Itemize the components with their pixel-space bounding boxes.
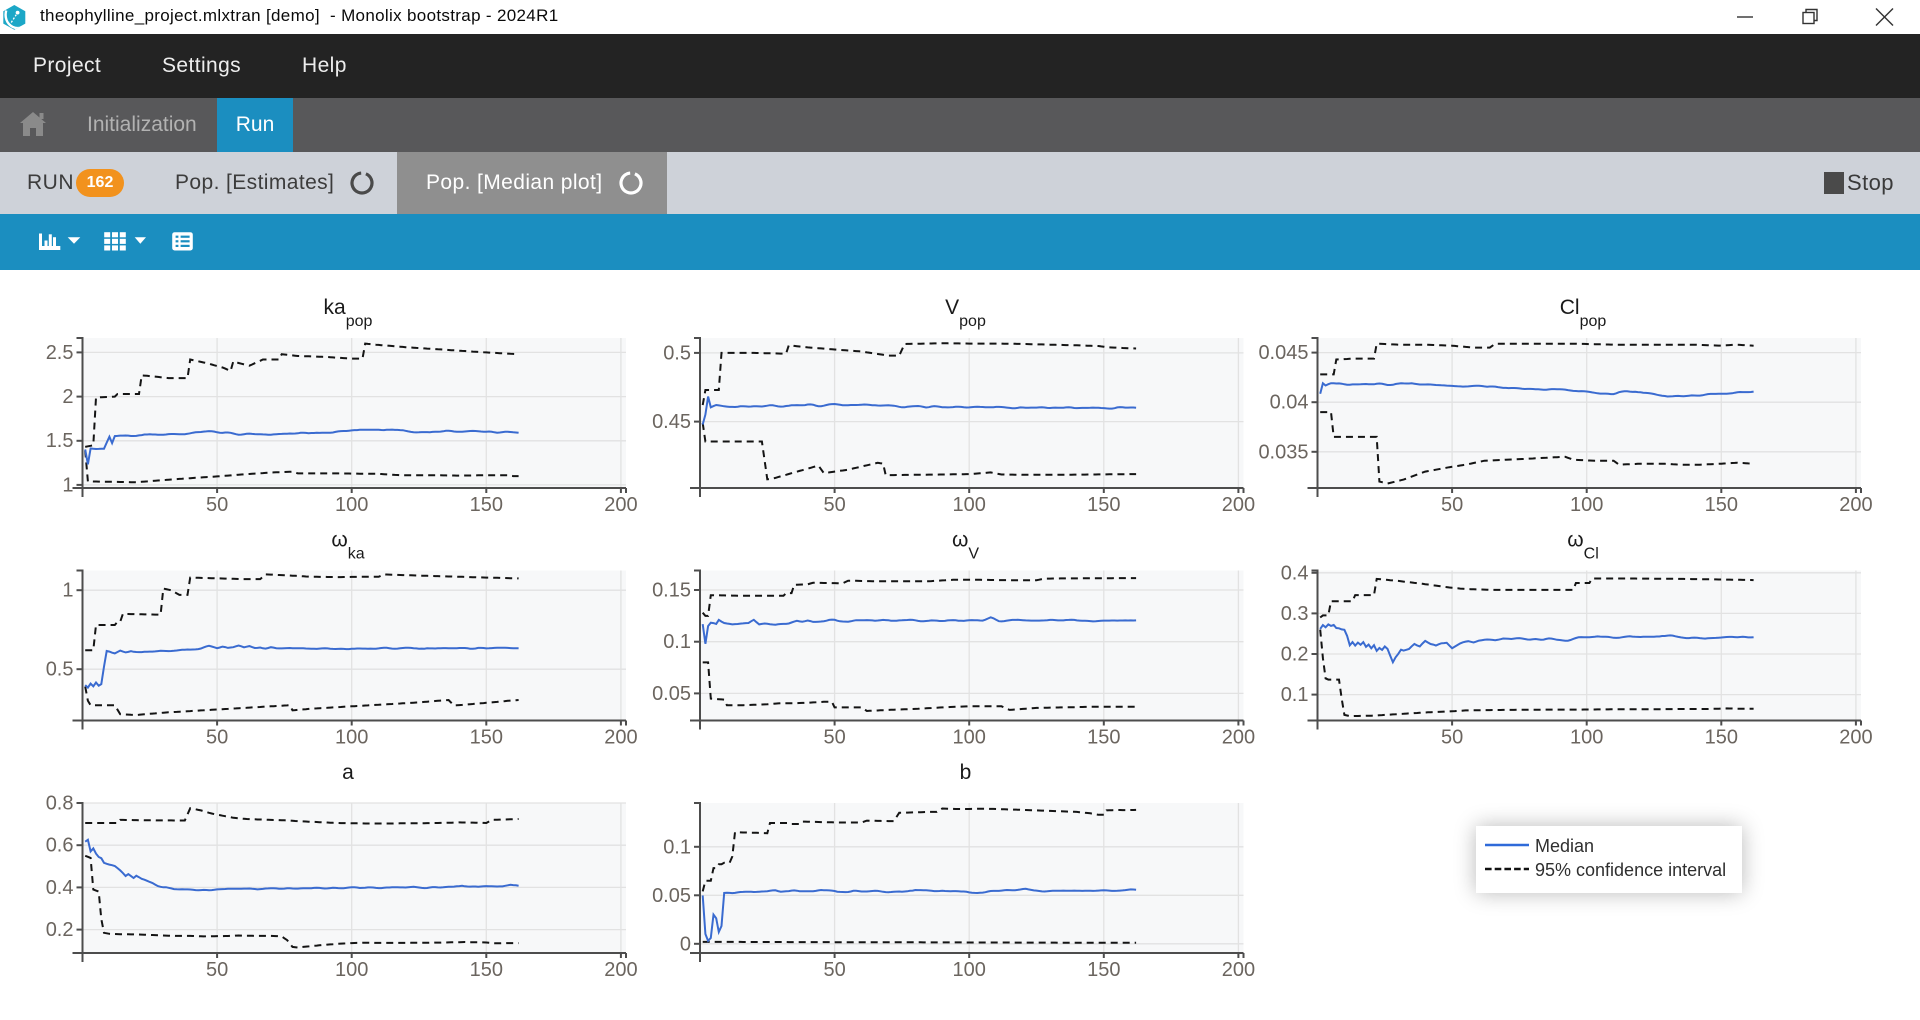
svg-text:50: 50 — [823, 959, 845, 981]
svg-text:200: 200 — [1839, 494, 1872, 516]
svg-text:Vpop: Vpop — [945, 296, 986, 330]
svg-text:1.5: 1.5 — [46, 430, 74, 452]
svg-text:150: 150 — [1087, 494, 1120, 516]
svg-text:0.6: 0.6 — [46, 835, 74, 857]
svg-text:0.15: 0.15 — [652, 580, 691, 602]
svg-text:100: 100 — [953, 959, 986, 981]
svg-text:b: b — [960, 761, 972, 784]
svg-text:2: 2 — [62, 386, 73, 408]
svg-text:0.4: 0.4 — [46, 877, 74, 899]
svg-text:200: 200 — [1222, 494, 1255, 516]
svg-text:100: 100 — [1570, 727, 1603, 749]
svg-text:0.035: 0.035 — [1258, 441, 1308, 463]
svg-text:ωV: ωV — [952, 529, 979, 563]
svg-text:1: 1 — [62, 580, 73, 602]
svg-text:100: 100 — [335, 727, 368, 749]
svg-text:150: 150 — [1087, 727, 1120, 749]
svg-text:100: 100 — [1570, 494, 1603, 516]
svg-text:0.05: 0.05 — [652, 683, 691, 705]
svg-text:0.5: 0.5 — [46, 659, 74, 681]
svg-text:150: 150 — [1705, 494, 1738, 516]
svg-text:100: 100 — [335, 494, 368, 516]
svg-text:150: 150 — [1087, 959, 1120, 981]
svg-text:50: 50 — [1441, 494, 1463, 516]
svg-text:1: 1 — [62, 474, 73, 496]
svg-text:200: 200 — [1839, 727, 1872, 749]
svg-text:0.04: 0.04 — [1270, 392, 1309, 414]
svg-text:0: 0 — [680, 933, 691, 955]
svg-text:100: 100 — [953, 494, 986, 516]
svg-text:200: 200 — [604, 494, 637, 516]
svg-text:50: 50 — [206, 727, 228, 749]
svg-text:200: 200 — [1222, 727, 1255, 749]
svg-text:a: a — [342, 761, 354, 784]
svg-text:50: 50 — [206, 494, 228, 516]
svg-text:150: 150 — [470, 727, 503, 749]
svg-text:50: 50 — [1441, 727, 1463, 749]
svg-text:ωka: ωka — [331, 529, 364, 563]
svg-text:0.1: 0.1 — [663, 631, 691, 653]
svg-text:0.05: 0.05 — [652, 885, 691, 907]
svg-text:0.45: 0.45 — [652, 411, 691, 433]
svg-text:0.3: 0.3 — [1281, 603, 1309, 625]
svg-text:100: 100 — [335, 959, 368, 981]
svg-text:100: 100 — [953, 727, 986, 749]
svg-text:150: 150 — [470, 959, 503, 981]
svg-text:0.8: 0.8 — [46, 793, 74, 815]
svg-text:150: 150 — [1705, 727, 1738, 749]
svg-text:50: 50 — [823, 727, 845, 749]
svg-text:0.2: 0.2 — [1281, 644, 1309, 666]
svg-text:0.1: 0.1 — [663, 836, 691, 858]
svg-text:0.045: 0.045 — [1258, 342, 1308, 364]
svg-text:200: 200 — [1222, 959, 1255, 981]
svg-text:150: 150 — [470, 494, 503, 516]
svg-text:0.5: 0.5 — [663, 342, 691, 364]
svg-text:0.4: 0.4 — [1281, 562, 1309, 584]
svg-text:0.2: 0.2 — [46, 919, 74, 941]
svg-text:200: 200 — [604, 959, 637, 981]
svg-text:Clpop: Clpop — [1560, 296, 1607, 330]
svg-text:200: 200 — [604, 727, 637, 749]
svg-text:50: 50 — [206, 959, 228, 981]
svg-text:0.1: 0.1 — [1281, 684, 1309, 706]
svg-text:50: 50 — [823, 494, 845, 516]
svg-text:kapop: kapop — [324, 296, 373, 330]
svg-text:ωCl: ωCl — [1567, 529, 1599, 563]
svg-text:2.5: 2.5 — [46, 342, 74, 364]
